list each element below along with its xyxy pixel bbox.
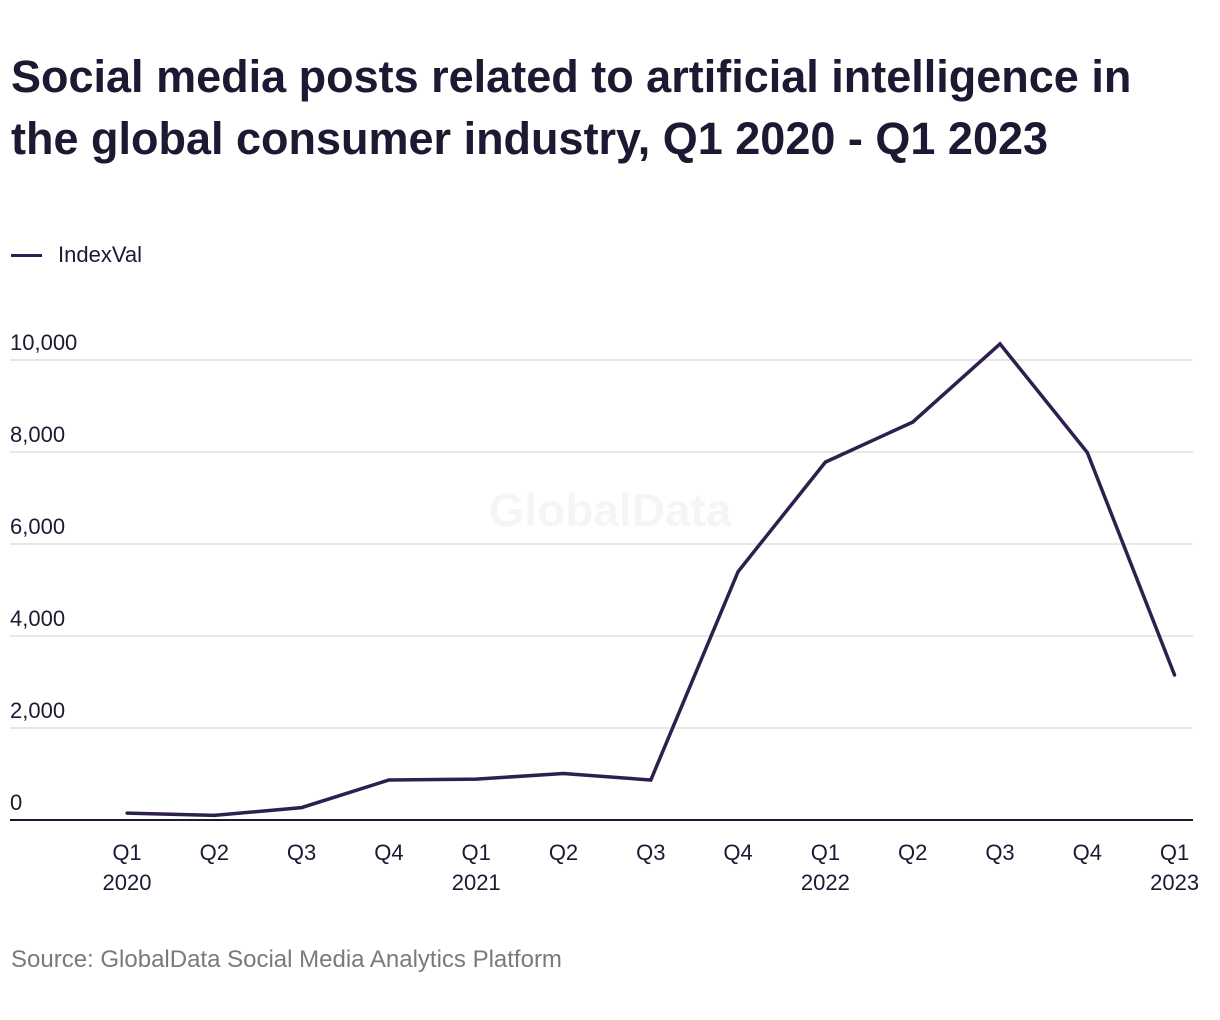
x-tick-label: Q3 [985, 840, 1014, 865]
x-tick-label: Q4 [723, 840, 752, 865]
x-tick-year-label: 2020 [103, 870, 152, 895]
x-tick-label: Q2 [200, 840, 229, 865]
chart-title: Social media posts related to artificial… [11, 51, 1132, 164]
data-point [125, 811, 129, 815]
series-indexval [125, 341, 1177, 818]
source-note: Source: GlobalData Social Media Analytic… [11, 946, 562, 973]
y-tick-label: 6,000 [10, 514, 65, 539]
x-tick-label: Q2 [898, 840, 927, 865]
data-point [1173, 673, 1177, 677]
series-line-indexval [126, 341, 1177, 818]
gridlines [10, 359, 1193, 821]
y-axis-ticks: 0 2,000 4,000 6,000 8,000 10,000 [10, 330, 77, 815]
x-tick-label: Q3 [287, 840, 316, 865]
x-tick-label: Q1 [811, 840, 840, 865]
x-tick-label: Q3 [636, 840, 665, 865]
x-tick-year-label: 2021 [452, 870, 501, 895]
y-tick-label: 2,000 [10, 698, 65, 723]
data-point [1085, 450, 1089, 455]
data-point [649, 778, 653, 782]
line-chart: GlobalData 0 2,000 4,000 6,000 8,000 10,000 Q… [10, 330, 1200, 895]
data-point [561, 771, 566, 776]
x-tick-label: Q1 [112, 840, 141, 865]
data-point [911, 420, 915, 424]
watermark: GlobalData [489, 484, 732, 536]
data-point [300, 805, 304, 810]
y-tick-label: 4,000 [10, 606, 65, 631]
data-point [474, 777, 478, 781]
y-tick-label: 8,000 [10, 422, 65, 447]
data-point [998, 342, 1002, 346]
data-point [736, 570, 740, 574]
x-tick-label: Q1 [462, 840, 491, 865]
x-tick-label: Q4 [1073, 840, 1102, 865]
legend-line-swatch [11, 253, 42, 257]
data-point [387, 778, 391, 782]
data-point [823, 460, 828, 464]
x-tick-year-label: 2023 [1150, 870, 1199, 895]
y-tick-label: 0 [10, 790, 22, 815]
legend: IndexVal [11, 242, 142, 268]
x-tick-label: Q2 [549, 840, 578, 865]
x-tick-year-label: 2022 [801, 870, 850, 895]
x-tick-label: Q1 [1160, 840, 1189, 865]
data-point [212, 813, 216, 818]
y-tick-label: 10,000 [10, 330, 77, 355]
x-axis-ticks: Q1 2020 Q2 Q3 Q4 Q1 2021 Q2 Q3 Q4 Q1 2022 Q2 Q3 Q4 Q1 20… [103, 840, 1200, 895]
legend-label-indexval: IndexVal [58, 242, 142, 267]
x-tick-label: Q4 [374, 840, 403, 865]
